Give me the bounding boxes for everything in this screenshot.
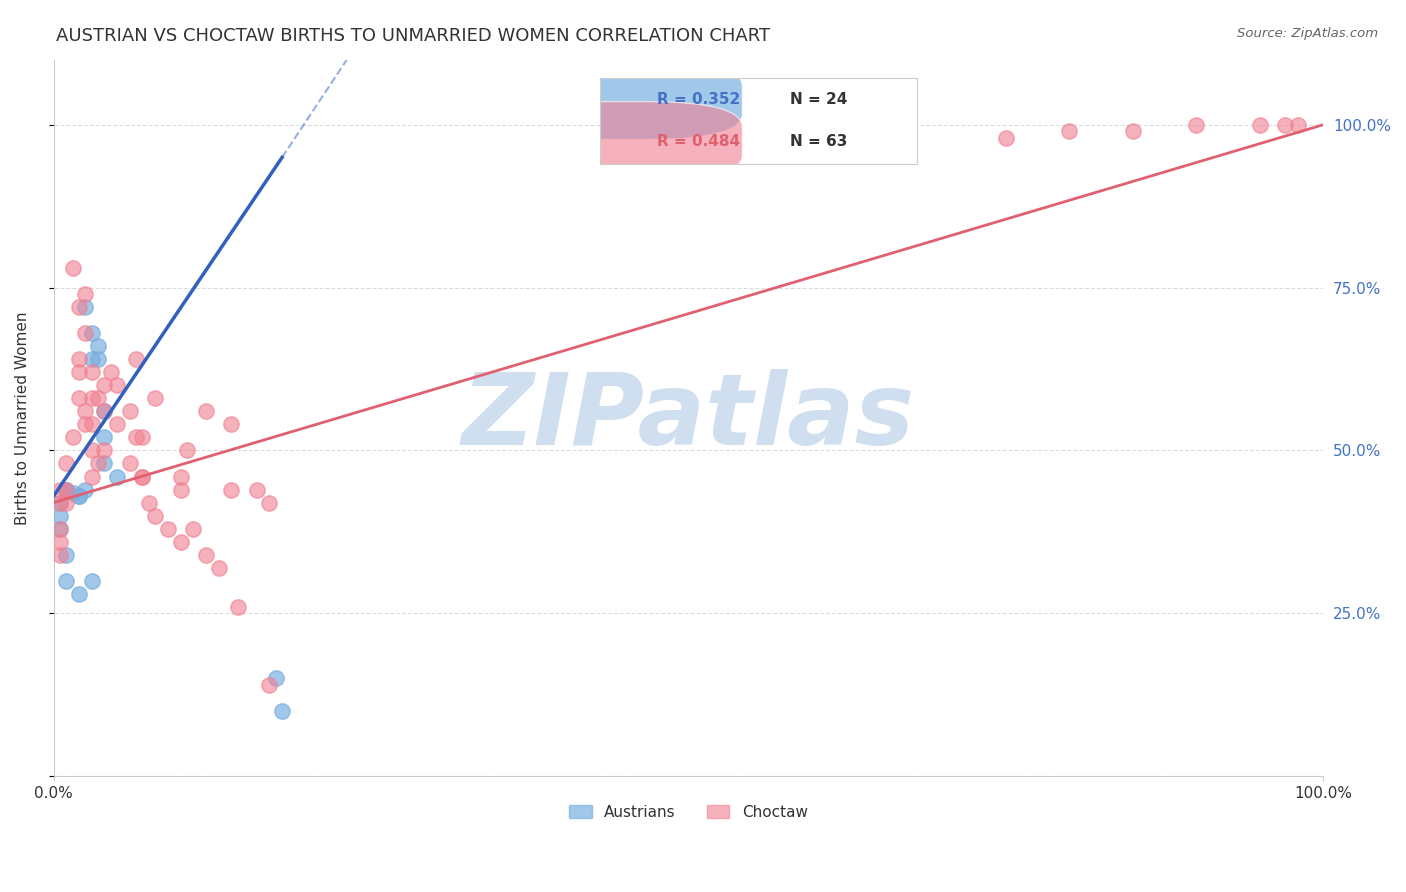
Choctaw	[131, 469, 153, 483]
Choctaw	[194, 548, 217, 562]
Choctaw	[93, 443, 115, 458]
Choctaw	[176, 443, 198, 458]
Austrians	[49, 508, 72, 523]
Austrians	[105, 469, 128, 483]
Choctaw	[100, 365, 122, 379]
Choctaw	[1122, 124, 1144, 138]
Choctaw	[221, 417, 243, 432]
Austrians	[75, 483, 97, 497]
Choctaw	[67, 300, 90, 314]
Austrians	[55, 483, 77, 497]
Austrians	[80, 352, 103, 367]
Choctaw	[55, 457, 77, 471]
Austrians	[62, 485, 84, 500]
Choctaw	[80, 469, 103, 483]
Choctaw	[80, 417, 103, 432]
Text: AUSTRIAN VS CHOCTAW BIRTHS TO UNMARRIED WOMEN CORRELATION CHART: AUSTRIAN VS CHOCTAW BIRTHS TO UNMARRIED …	[56, 27, 770, 45]
Choctaw	[49, 548, 72, 562]
Choctaw	[246, 483, 269, 497]
Choctaw	[75, 404, 97, 418]
Choctaw	[1185, 118, 1208, 132]
Austrians	[49, 522, 72, 536]
Choctaw	[259, 678, 281, 692]
Choctaw	[55, 483, 77, 497]
Choctaw	[259, 495, 281, 509]
Austrians	[264, 672, 287, 686]
Choctaw	[55, 495, 77, 509]
Austrians	[93, 430, 115, 444]
Choctaw	[105, 378, 128, 392]
Choctaw	[138, 495, 160, 509]
Choctaw	[169, 534, 191, 549]
Choctaw	[62, 430, 84, 444]
Choctaw	[118, 457, 141, 471]
Choctaw	[67, 352, 90, 367]
Choctaw	[226, 599, 249, 614]
Choctaw	[221, 483, 243, 497]
Austrians	[93, 404, 115, 418]
Choctaw	[67, 365, 90, 379]
Austrians	[80, 326, 103, 341]
Austrians	[80, 574, 103, 588]
Text: ZIPatlas: ZIPatlas	[463, 369, 915, 467]
Choctaw	[169, 469, 191, 483]
Choctaw	[75, 287, 97, 301]
Austrians	[55, 574, 77, 588]
Text: Source: ZipAtlas.com: Source: ZipAtlas.com	[1237, 27, 1378, 40]
Choctaw	[131, 430, 153, 444]
Choctaw	[1059, 124, 1081, 138]
Choctaw	[181, 522, 204, 536]
Austrians	[271, 704, 294, 718]
Choctaw	[80, 443, 103, 458]
Choctaw	[93, 404, 115, 418]
Austrians	[87, 339, 110, 353]
Legend: Austrians, Choctaw: Austrians, Choctaw	[564, 798, 814, 826]
Choctaw	[125, 430, 148, 444]
Choctaw	[62, 261, 84, 276]
Choctaw	[156, 522, 179, 536]
Choctaw	[49, 483, 72, 497]
Choctaw	[87, 392, 110, 406]
Choctaw	[80, 392, 103, 406]
Choctaw	[49, 495, 72, 509]
Austrians	[55, 548, 77, 562]
Choctaw	[143, 508, 166, 523]
Austrians	[55, 483, 77, 497]
Choctaw	[1274, 118, 1296, 132]
Choctaw	[75, 326, 97, 341]
Choctaw	[208, 560, 231, 574]
Choctaw	[93, 378, 115, 392]
Austrians	[67, 489, 90, 503]
Choctaw	[131, 469, 153, 483]
Choctaw	[105, 417, 128, 432]
Austrians	[67, 587, 90, 601]
Austrians	[87, 352, 110, 367]
Choctaw	[1249, 118, 1271, 132]
Choctaw	[169, 483, 191, 497]
Choctaw	[49, 534, 72, 549]
Choctaw	[194, 404, 217, 418]
Choctaw	[67, 392, 90, 406]
Choctaw	[118, 404, 141, 418]
Choctaw	[49, 522, 72, 536]
Austrians	[75, 300, 97, 314]
Y-axis label: Births to Unmarried Women: Births to Unmarried Women	[15, 311, 30, 524]
Austrians	[93, 457, 115, 471]
Choctaw	[87, 457, 110, 471]
Choctaw	[994, 130, 1017, 145]
Choctaw	[80, 365, 103, 379]
Choctaw	[1286, 118, 1309, 132]
Austrians	[49, 495, 72, 509]
Choctaw	[125, 352, 148, 367]
Choctaw	[75, 417, 97, 432]
Choctaw	[143, 392, 166, 406]
Austrians	[67, 489, 90, 503]
